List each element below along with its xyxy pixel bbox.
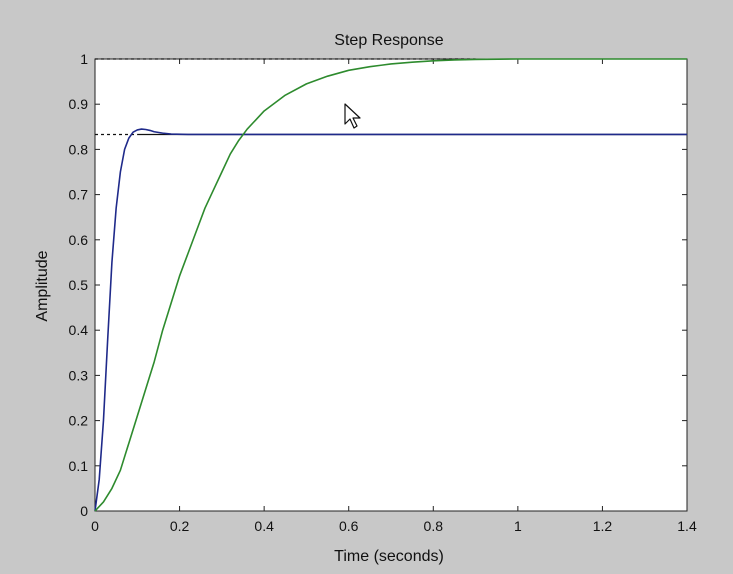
y-tick-label: 0.8 [69, 141, 89, 157]
series-line-0 [94, 128, 687, 512]
x-tick-label: 1 [514, 518, 522, 534]
x-tick-label: 0.4 [254, 518, 274, 534]
series-layer [94, 58, 687, 512]
x-tick-label: 0.8 [424, 518, 444, 534]
y-tick-label: 0.9 [69, 96, 89, 112]
y-tick-label: 1 [80, 51, 88, 67]
y-tick-label: 0.7 [69, 187, 89, 203]
y-tick-label: 0.6 [69, 232, 89, 248]
axes-background [94, 58, 688, 512]
tick-layer: 0 0.2 0.4 0.6 0.8 1 1.2 1.4 0 0.1 0.2 0.3 0.4 0.5 0.6 0… [69, 51, 697, 534]
x-tick-label: 0 [91, 518, 99, 534]
x-tick-label: 1.2 [593, 518, 613, 534]
y-axis-label: Amplitude [34, 250, 51, 321]
y-tick-label: 0 [80, 503, 88, 519]
y-tick-label: 0.1 [69, 458, 89, 474]
y-tick-label: 0.2 [69, 413, 89, 429]
x-tick-label: 0.2 [170, 518, 190, 534]
series-line-1 [94, 58, 687, 512]
y-tick-label: 0.3 [69, 367, 89, 383]
x-tick-label: 0.6 [339, 518, 359, 534]
y-tick-label: 0.5 [69, 277, 89, 293]
x-tick-label: 1.4 [677, 518, 697, 534]
mouse-cursor-icon [344, 103, 361, 129]
y-tick-label: 0.4 [69, 322, 89, 338]
x-axis-label: Time (seconds) [334, 548, 444, 565]
chart-title: Step Response [334, 32, 444, 49]
